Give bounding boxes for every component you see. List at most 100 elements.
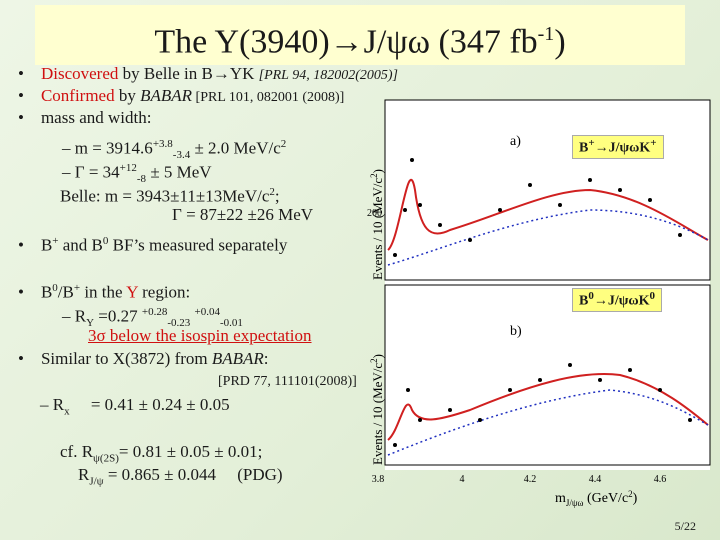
text: ± 2.0 MeV/c (190, 138, 281, 158)
text: 3.8 (372, 474, 385, 485)
frame-a (384, 99, 711, 281)
text: +0.04 (194, 306, 220, 318)
text: • (18, 349, 24, 368)
element (528, 183, 532, 187)
y-tick-label: 200 (367, 208, 382, 219)
text: in the (80, 282, 127, 302)
element (468, 238, 472, 242)
fit-b (387, 373, 709, 441)
element (508, 388, 512, 392)
text: ) (633, 491, 638, 506)
text: 0 (102, 235, 109, 247)
text: + (73, 282, 81, 294)
text: -8 (136, 173, 147, 186)
element (418, 418, 422, 422)
text: 2 (369, 173, 379, 178)
element (658, 388, 662, 392)
element: – Γ = 34+12-8 ± 5 MeV (62, 158, 212, 189)
text: + (650, 137, 657, 149)
plot-svg: a) b) 200 3.8 4 4.2 4.4 4.6 Events / 10 … (367, 99, 711, 508)
element (678, 233, 682, 237)
text: 4 (460, 474, 465, 485)
element (406, 388, 410, 392)
text: – m = 3914.6 (62, 138, 153, 158)
text: Y (126, 282, 138, 302)
y-axis-label: Events / 10 (MeV/c2) (369, 169, 385, 280)
text: The Y(3940)→J/ψω (347 fb (154, 23, 538, 61)
frame-b (384, 284, 711, 466)
element (393, 443, 397, 447)
text: 0 (649, 290, 656, 302)
element (438, 223, 442, 227)
text: ) (370, 169, 385, 173)
element: • B0/B+ in the Y region: (18, 278, 190, 303)
text: Belle: m = 3943±11±13MeV/c (60, 186, 270, 206)
element (538, 378, 542, 382)
text: 2 (269, 186, 275, 198)
text: +3.8 (152, 138, 173, 150)
element (688, 418, 692, 422)
text: (GeV/c (583, 491, 628, 506)
x-axis-label: mJ/ψω (GeV/c2) (555, 489, 638, 508)
element: 3σ below the isospin expectation (88, 326, 312, 346)
element (598, 378, 602, 382)
panel-b-label: b) (510, 324, 522, 339)
text: • (18, 86, 24, 105)
text: by Belle in B→YK (118, 64, 259, 83)
text: ; (274, 186, 280, 206)
text: + (588, 137, 595, 149)
text: 0 (52, 282, 58, 294)
element: • Discovered by Belle in B→YK [PRL 94, 1… (18, 64, 398, 86)
text: • (18, 64, 24, 83)
page-number: 5/22 (674, 519, 696, 533)
element: Belle: m = 3943±11±13MeV/c2; (60, 182, 280, 207)
text: • (18, 235, 24, 255)
bkg-b (387, 389, 709, 456)
text: = 0.41 ± 0.24 ± 0.05 (69, 395, 230, 414)
text: : (263, 349, 269, 368)
text: →J/ψωK (593, 293, 650, 309)
text: [PRD 77, 111101(2008)] (218, 374, 357, 389)
text: →J/ψωK (594, 140, 651, 156)
text: BABAR (140, 86, 193, 105)
element (498, 208, 502, 212)
text: by (114, 86, 141, 105)
panel-a-label: a) (510, 134, 521, 149)
text: J/ψ (89, 475, 104, 488)
text: =0.27 (94, 306, 142, 326)
text: m (555, 491, 566, 506)
bkg-a (387, 209, 709, 266)
text: +12 (119, 162, 137, 174)
element (648, 198, 652, 202)
element (558, 203, 562, 207)
text: ± 5 MeV (146, 162, 212, 182)
text: • (18, 108, 24, 127)
element (410, 158, 414, 162)
text: = 0.81 ± 0.05 ± 0.01; (118, 442, 263, 461)
text: ψ(2S) (93, 452, 119, 465)
text: Γ = 87±22 ±26 MeV (172, 205, 314, 224)
element: • mass and width: (18, 108, 151, 128)
text: Events / 10 (MeV/c (370, 363, 385, 465)
text: + (52, 235, 59, 247)
text: B (579, 140, 589, 156)
element (393, 253, 397, 257)
element (568, 363, 572, 367)
text: 4.4 (589, 474, 602, 485)
text: Y (86, 317, 95, 330)
element: • Confirmed by BABAR [PRL 101, 082001 (2… (18, 86, 344, 108)
element: B0→J/ψωK0 (572, 288, 662, 312)
element: RJ/ψ = 0.865 ± 0.044 (PDG) (78, 465, 283, 491)
element: Γ = 87±22 ±26 MeV (172, 205, 313, 225)
title-box: The Y(3940)→J/ψω (347 fb-1) (35, 5, 685, 65)
text: 4.6 (654, 474, 667, 485)
element: • Similar to X(3872) from BABAR: (18, 349, 269, 369)
text: x (64, 405, 70, 418)
text: B (40, 282, 53, 302)
element (448, 408, 452, 412)
element: – Rx = 0.41 ± 0.24 ± 0.05 (40, 395, 230, 421)
text: [PRL 101, 082001 (2008)] (192, 90, 345, 105)
text: ) (370, 354, 385, 358)
text: -1 (537, 23, 555, 45)
